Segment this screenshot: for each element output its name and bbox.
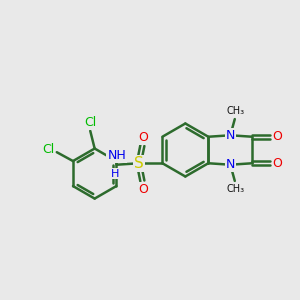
Text: O: O — [272, 157, 282, 170]
Text: N: N — [226, 129, 235, 142]
Text: N: N — [226, 158, 235, 171]
Text: H: H — [111, 169, 119, 178]
Text: S: S — [134, 156, 144, 171]
Text: O: O — [138, 131, 148, 144]
Text: O: O — [138, 183, 148, 196]
Text: Cl: Cl — [84, 116, 96, 129]
Text: CH₃: CH₃ — [226, 184, 244, 194]
Text: CH₃: CH₃ — [226, 106, 244, 116]
Text: NH: NH — [107, 149, 126, 162]
Text: Cl: Cl — [42, 143, 54, 156]
Text: O: O — [272, 130, 282, 143]
